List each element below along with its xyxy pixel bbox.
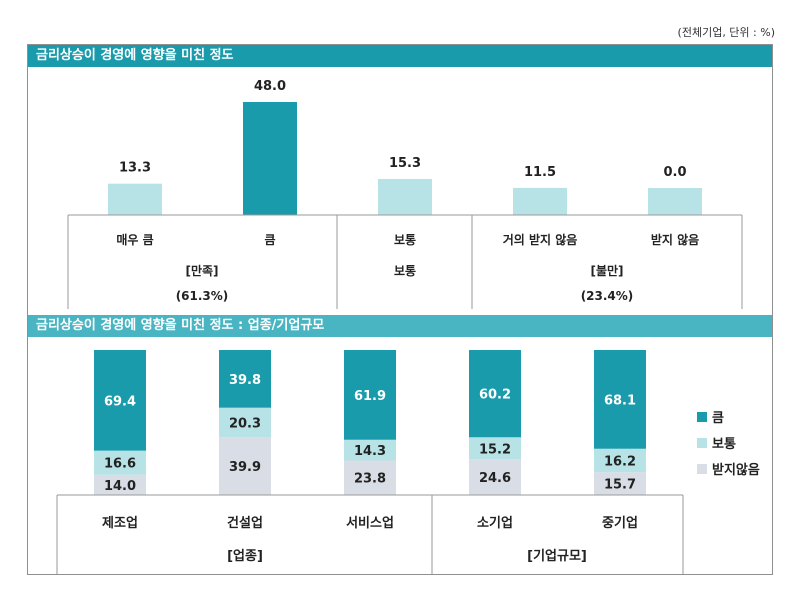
legend-swatch-보통: [697, 438, 707, 448]
segment-value-label: 16.2: [604, 454, 636, 469]
segment-value-label: 60.2: [479, 388, 511, 403]
category-label: 큼: [264, 233, 275, 247]
stack-segment-받지않음: [469, 459, 521, 495]
stack-segment-받지않음: [219, 437, 271, 495]
stack-segment-큼: [94, 350, 146, 451]
legend-label: 보통: [712, 437, 736, 452]
chart-frame: [27, 44, 773, 575]
group-label: 보통: [394, 263, 416, 278]
segment-value-label: 14.0: [104, 479, 136, 494]
bar-value-label: 11.5: [524, 165, 556, 180]
segment-value-label: 23.8: [354, 472, 386, 487]
category-label: 중기업: [602, 516, 638, 531]
group-sublabel: (23.4%): [581, 289, 634, 303]
segment-value-label: 39.8: [229, 373, 261, 388]
legend-label: 큼: [712, 411, 724, 426]
unit-note: (전체기업, 단위 : %): [677, 26, 775, 39]
stack-segment-받지않음: [344, 460, 396, 495]
segment-value-label: 24.6: [479, 471, 511, 486]
stack-segment-받지않음: [594, 472, 646, 495]
category-label: 보통: [394, 232, 416, 247]
category-label: 매우 큼: [116, 232, 153, 247]
bar-매우 큼: [108, 183, 162, 215]
bar-받지 않음: [648, 188, 702, 215]
group-label: [불만]: [590, 263, 623, 278]
bar-value-label: 13.3: [119, 161, 151, 176]
category-label: 건설업: [227, 515, 263, 531]
group-label: [업종]: [227, 549, 263, 564]
stack-segment-큼: [469, 350, 521, 438]
segment-value-label: 61.9: [354, 389, 386, 404]
stack-segment-보통: [344, 439, 396, 461]
section-title-overall: 금리상승이 경영에 영향을 미친 정도: [28, 45, 772, 67]
stack-segment-보통: [594, 448, 646, 473]
segment-value-label: 15.7: [604, 478, 636, 493]
bar-보통: [378, 178, 432, 215]
stack-segment-큼: [219, 350, 271, 408]
stack-segment-보통: [219, 407, 271, 438]
bar-value-label: 0.0: [663, 165, 686, 180]
stack-segment-보통: [94, 450, 146, 475]
category-label: 서비스업: [346, 516, 394, 531]
category-label: 거의 받지 않음: [503, 232, 578, 247]
bar-거의 받지 않음: [513, 187, 567, 215]
category-label: 제조업: [102, 516, 138, 531]
segment-value-label: 14.3: [354, 444, 386, 459]
bar-value-label: 15.3: [389, 156, 421, 171]
legend-label: 받지않음: [712, 462, 760, 478]
category-label: 받지 않음: [651, 232, 699, 247]
segment-value-label: 69.4: [104, 394, 136, 409]
segment-value-label: 16.6: [104, 457, 136, 472]
segment-value-label: 39.9: [229, 460, 261, 475]
category-label: 소기업: [477, 516, 513, 531]
group-label: [기업규모]: [527, 549, 587, 564]
legend-swatch-받지않음: [697, 464, 707, 474]
segment-value-label: 20.3: [229, 416, 261, 431]
stack-segment-큼: [594, 350, 646, 449]
stack-segment-보통: [469, 437, 521, 460]
stack-segment-받지않음: [94, 474, 146, 495]
segment-value-label: 68.1: [604, 393, 636, 408]
stack-segment-큼: [344, 350, 396, 440]
group-label: [만족]: [185, 263, 218, 278]
bar-큼: [243, 102, 297, 215]
section-title-breakdown: 금리상승이 경영에 영향을 미친 정도 : 업종/기업규모: [28, 315, 772, 337]
bar-value-label: 48.0: [254, 79, 286, 94]
segment-value-label: 15.2: [479, 442, 511, 457]
group-sublabel: (61.3%): [176, 289, 229, 303]
legend-swatch-큼: [697, 412, 707, 422]
